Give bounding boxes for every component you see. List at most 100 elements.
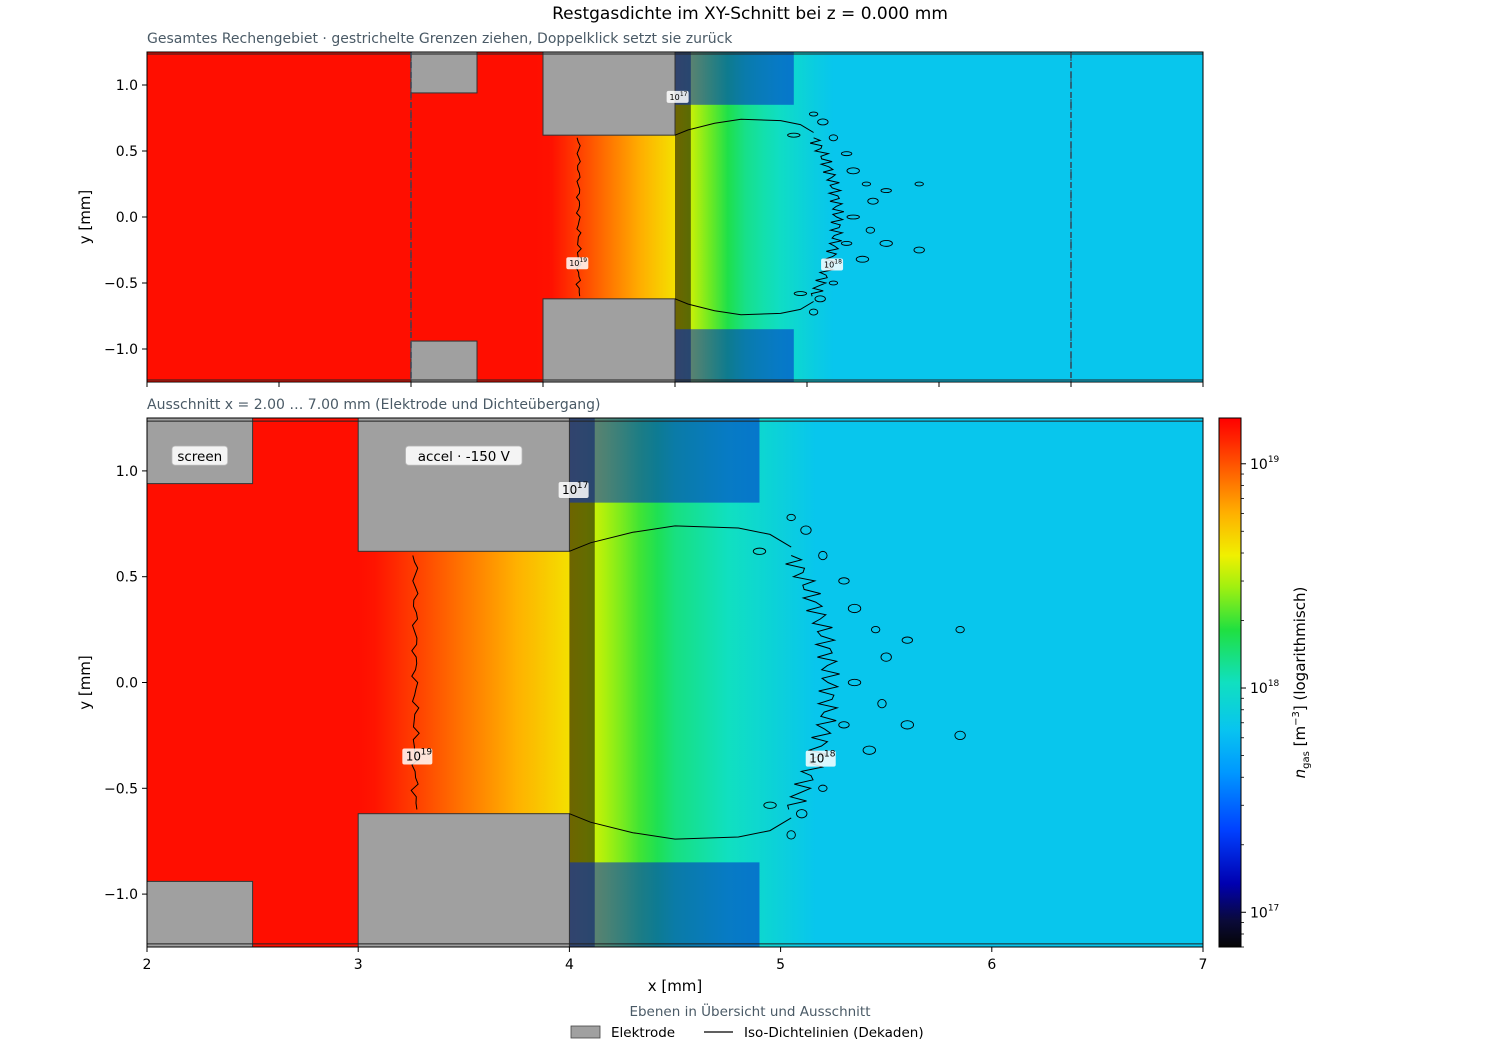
contour-island-6 [870,625,881,634]
svg-text:19: 19 [579,257,587,264]
electrode-3 [542,298,676,382]
colorbar-tick-label-0: 1017 [1250,903,1279,921]
ytick-label-4: 1.0 [116,464,138,480]
colorbar: 1017 1018 1019 ngas [m−3] (logarithmisch) [1218,417,1312,948]
electrode-1 [147,880,254,947]
contour-island-2 [752,547,767,555]
selection-box [410,52,1072,382]
contour-island-13 [796,809,808,819]
xtick-label-5: 7 [1199,957,1208,973]
low-density-bottom [675,329,794,382]
legend-electrode-label: Elektrode [611,1025,675,1041]
svg-text:18: 18 [834,259,842,266]
contour-island-19 [954,730,966,741]
low-density-top [569,418,760,503]
ytick-label-4: 1.0 [116,78,138,94]
electrode-0 [410,52,478,94]
contour-1e18-upper [674,118,814,136]
electrode-3 [357,813,570,947]
contour-island-9 [877,699,887,709]
contour-island-10 [840,240,853,246]
figure-title: Restgasdichte im XY-Schnitt bei z = 0.00… [552,4,948,24]
legend-electrode-swatch [570,1025,601,1039]
contour-island-1 [800,525,812,535]
contour-island-17 [879,239,893,247]
contour-label-2: 10 18 [821,258,844,271]
ytick-label-0: −1.0 [104,887,138,903]
svg-text:18: 18 [824,750,836,760]
ytick-label-2: 0.0 [116,210,138,226]
contour-island-4 [838,577,850,585]
contour-island-15 [808,308,819,316]
colorbar-tick-label-1: 1018 [1250,679,1280,697]
contour-label-0: 10 17 [558,481,589,498]
ytick-label-2: 0.0 [116,676,138,692]
contour-island-11 [862,745,876,755]
electrode-2 [542,52,676,136]
contour-island-8 [846,214,860,220]
gap-shadow [675,52,691,382]
top-panel-subtitle: Gesamtes Rechengebiet · gestrichelte Gre… [147,31,733,47]
contour-island-11 [855,255,870,263]
contour-label-1: 10 19 [402,748,433,765]
contour-1e18-lower [569,813,792,840]
colorbar-label: ngas [m−3] (logarithmisch) [1291,587,1312,779]
svg-text:17: 17 [577,481,588,491]
electrode-1 [410,340,478,382]
low-density-top [675,52,794,105]
contour-island-2 [787,132,801,138]
contour-island-14 [793,291,808,296]
contour-label-0: 10 17 [666,90,689,103]
ytick-label-1: −0.5 [104,781,138,797]
legend-contour-label: Iso-Dichtelinien (Dekaden) [744,1025,924,1041]
contour-label-2: 10 18 [805,750,836,767]
density-field [147,418,1203,947]
xtick-label-3: 5 [776,957,785,973]
svg-text:accel · -150 V: accel · -150 V [418,449,511,465]
xtick-label-0: 2 [143,957,152,973]
contour-island-10 [838,721,850,729]
gap-shadow [569,418,595,947]
contour-island-7 [880,652,892,662]
contour-island-0 [786,513,796,522]
contour-island-17 [900,720,914,730]
electrode-2 [357,418,570,552]
bottom-panel-subtitle: Ausschnitt x = 2.00 … 7.00 mm (Elektrode… [147,397,601,413]
contour-island-6 [861,181,872,187]
svg-text:screen: screen [177,449,222,465]
colorbar-bar [1218,417,1242,948]
ytick-label-0: −1.0 [104,342,138,358]
contour-island-14 [763,801,777,809]
contour-island-1 [817,118,829,126]
xtick-label-2: 4 [565,957,574,973]
xtick-label-1: 3 [354,957,363,973]
contour-island-3 [818,550,828,561]
legend-title: Ebenen in Übersicht und Ausschnitt [629,1002,870,1020]
contour-1e18-lower [674,298,814,316]
ylabel: y [mm] [76,655,94,710]
contour-island-7 [867,197,879,205]
legend: Elektrode Iso-Dichtelinien (Dekaden) [570,1025,924,1041]
xlabel: x [mm] [648,977,703,995]
electrode-0 [147,418,254,485]
svg-text:10: 10 [809,752,824,766]
contour-island-0 [808,111,819,117]
contour-island-16 [901,636,913,644]
contour-island-4 [840,151,853,157]
contour-1e18-front [785,555,840,810]
low-density-bottom [569,862,760,947]
contour-island-15 [786,830,796,840]
contour-1e19 [575,137,582,297]
contour-island-5 [846,167,860,175]
svg-text:17: 17 [680,91,688,98]
contour-island-5 [847,603,862,614]
ylabel: y [mm] [76,190,94,245]
ytick-label-1: −0.5 [104,276,138,292]
xtick-label-4: 6 [987,957,996,973]
electrode-annotation-1: accel · -150 V [405,445,523,466]
